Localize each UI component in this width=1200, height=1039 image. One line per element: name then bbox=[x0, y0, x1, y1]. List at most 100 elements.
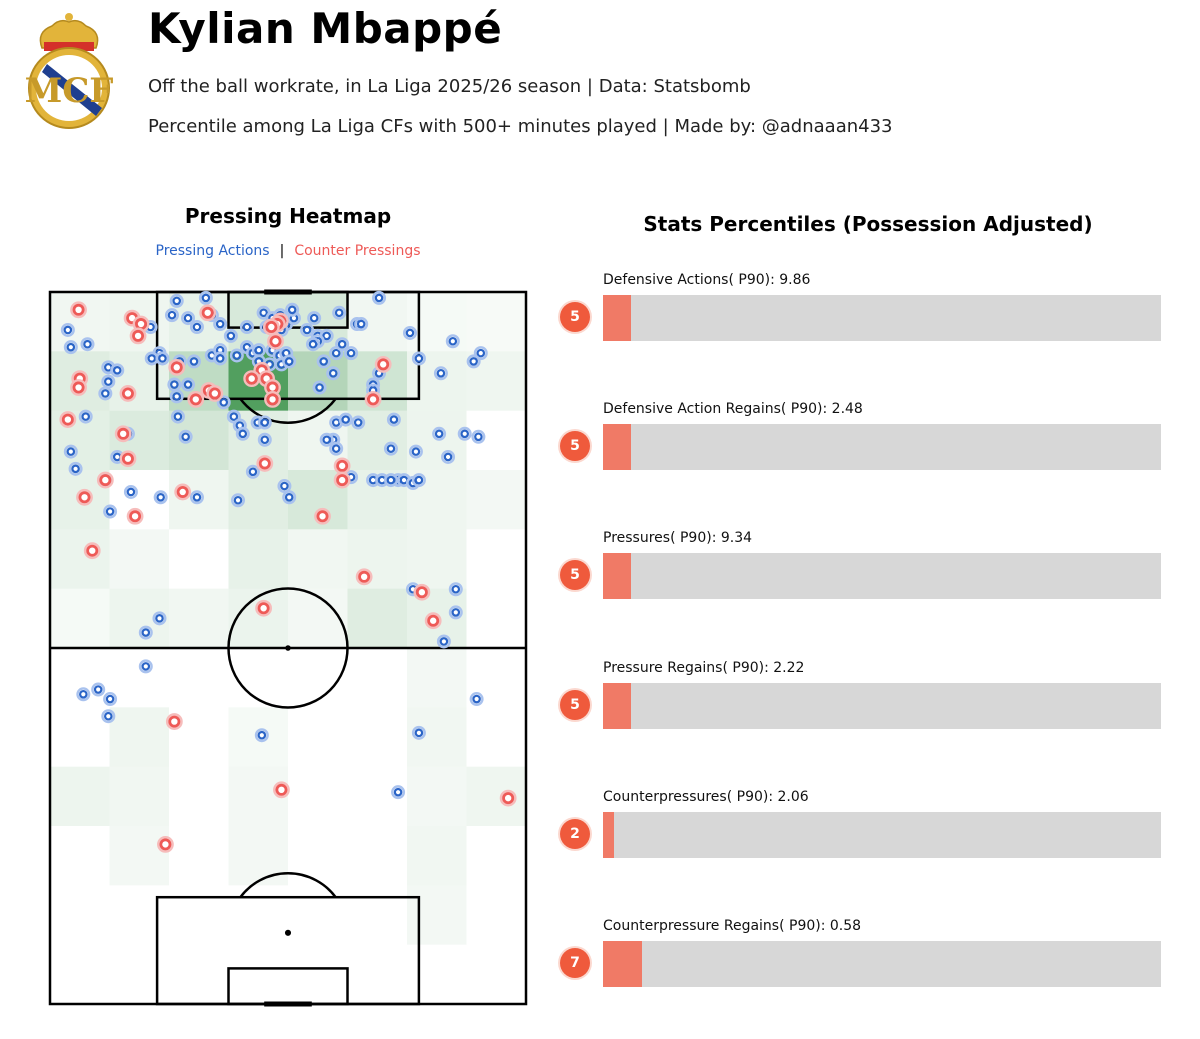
page-title: Kylian Mbappé bbox=[148, 4, 503, 53]
percentile-badge: 5 bbox=[560, 302, 590, 332]
pressing-action-point bbox=[451, 608, 461, 617]
stat-label: Counterpressures( P90): 2.06 bbox=[603, 788, 809, 805]
subtitle-data-source: Off the ball workrate, in La Liga 2025/2… bbox=[148, 76, 751, 97]
pressing-action-point-halo bbox=[282, 354, 297, 369]
heatmap-cell bbox=[228, 529, 288, 589]
pressing-action-point bbox=[331, 444, 341, 453]
pressing-action-point-halo bbox=[408, 444, 423, 459]
counter-pressing-point bbox=[265, 321, 278, 334]
counter-pressing-point bbox=[159, 838, 172, 851]
pressing-action-point bbox=[226, 331, 236, 341]
pressing-action-point-halo bbox=[448, 605, 463, 620]
pressing-action-point-halo bbox=[391, 785, 406, 800]
pressing-action-point-halo bbox=[103, 692, 118, 707]
pressing-action-point-halo bbox=[319, 432, 334, 447]
percentile-bar-track bbox=[603, 811, 1161, 858]
pressing-action-point-halo bbox=[189, 490, 204, 505]
pressing-points bbox=[59, 290, 517, 853]
counter-pressing-point bbox=[316, 510, 329, 523]
pressing-action-point-halo bbox=[80, 337, 95, 352]
pressing-action-point bbox=[170, 380, 179, 389]
stats-title: Stats Percentiles (Possession Adjusted) bbox=[643, 212, 1093, 236]
pressing-action-point bbox=[215, 319, 225, 329]
pressing-action-point bbox=[319, 357, 329, 366]
pressing-action-point bbox=[66, 447, 76, 456]
pressing-action-point bbox=[315, 383, 324, 392]
counter-pressing-point-halo bbox=[76, 488, 93, 506]
percentile-bar-track bbox=[603, 295, 1161, 341]
heatmap-title: Pressing Heatmap bbox=[184, 204, 392, 228]
counter-pressing-point-halo bbox=[157, 835, 174, 853]
heatmap-cell bbox=[466, 766, 526, 826]
pressing-action-point bbox=[443, 452, 453, 462]
counter-pressing-point bbox=[86, 544, 99, 557]
pressing-action-point-halo bbox=[466, 354, 481, 369]
pressing-action-point bbox=[248, 467, 258, 477]
counter-pressing-point-halo bbox=[499, 789, 517, 807]
pressing-action-point bbox=[328, 368, 338, 378]
pressing-action-point-halo bbox=[338, 412, 353, 427]
counter-pressing-point-halo bbox=[174, 483, 192, 501]
pressing-action-point-halo bbox=[186, 354, 201, 369]
pressing-action-point-halo bbox=[441, 449, 456, 464]
counter-pressing-point-halo bbox=[364, 390, 382, 408]
counter-pressing-point bbox=[336, 459, 349, 472]
pressing-action-point bbox=[141, 628, 151, 637]
percentile-badge: 5 bbox=[560, 560, 590, 591]
heatmap-cell bbox=[109, 826, 169, 886]
counter-pressing-point bbox=[78, 491, 91, 504]
pressing-action-point bbox=[181, 432, 190, 442]
counter-pressing-point bbox=[266, 393, 279, 406]
heatmap-cell bbox=[407, 707, 467, 767]
counter-pressing-point-halo bbox=[119, 385, 137, 402]
pressing-heatmap-pitch bbox=[48, 289, 528, 1007]
counter-pressing-point bbox=[135, 318, 148, 331]
pressing-action-point-halo bbox=[300, 322, 315, 337]
heatmap-cell bbox=[407, 885, 467, 945]
heatmap-cell bbox=[407, 766, 467, 826]
pressing-action-point bbox=[83, 339, 92, 349]
counter-pressing-point bbox=[72, 303, 85, 316]
counter-pressing-point bbox=[269, 335, 282, 348]
pressing-action-point-halo bbox=[245, 464, 260, 479]
pressing-action-point bbox=[451, 584, 461, 594]
heatmap-cell bbox=[109, 529, 169, 589]
stat-row: Defensive Actions( P90): 9.86 5 bbox=[558, 272, 1168, 362]
pressing-action-point bbox=[105, 507, 115, 516]
pressing-action-point-halo bbox=[198, 290, 213, 305]
pressing-action-point bbox=[229, 412, 239, 421]
pressing-action-point-halo bbox=[433, 366, 448, 381]
pressing-action-point bbox=[356, 319, 366, 329]
pressing-action-point bbox=[172, 392, 182, 401]
pressing-action-point-halo bbox=[63, 444, 78, 459]
counter-pressing-point-halo bbox=[264, 390, 281, 408]
counter-pressing-point-halo bbox=[262, 318, 280, 336]
counter-pressing-point-halo bbox=[413, 583, 431, 601]
pressing-action-point bbox=[254, 345, 264, 355]
pressing-action-point bbox=[411, 447, 421, 456]
percentile-bar-fill bbox=[603, 941, 643, 987]
pressing-action-point-halo bbox=[239, 320, 254, 335]
pressing-action-point bbox=[167, 310, 177, 320]
pressing-action-point bbox=[474, 432, 483, 442]
counter-pressing-point-halo bbox=[126, 507, 144, 525]
pressing-action-point-halo bbox=[312, 380, 327, 395]
pressing-action-point bbox=[189, 357, 199, 366]
heatmap-cell bbox=[50, 529, 110, 589]
pressing-action-point bbox=[238, 429, 248, 439]
pressing-action-point bbox=[126, 487, 136, 497]
pressing-action-point bbox=[257, 730, 267, 740]
pressing-action-point-halo bbox=[216, 395, 231, 410]
percentile-bar-fill bbox=[603, 424, 631, 471]
counter-pressing-point-halo bbox=[70, 301, 87, 319]
six-yard-box-bottom bbox=[227, 967, 349, 1006]
pressing-action-point bbox=[155, 614, 164, 623]
pressing-action-point bbox=[476, 348, 486, 358]
heatmap-cell bbox=[288, 529, 348, 589]
pressing-action-point bbox=[331, 348, 341, 358]
stat-label: Pressure Regains( P90): 2.22 bbox=[603, 659, 805, 676]
pressing-action-point bbox=[308, 339, 318, 349]
heatmap-cell bbox=[467, 292, 527, 351]
counter-pressing-point bbox=[117, 427, 130, 440]
stat-label: Defensive Actions( P90): 9.86 bbox=[603, 272, 811, 288]
